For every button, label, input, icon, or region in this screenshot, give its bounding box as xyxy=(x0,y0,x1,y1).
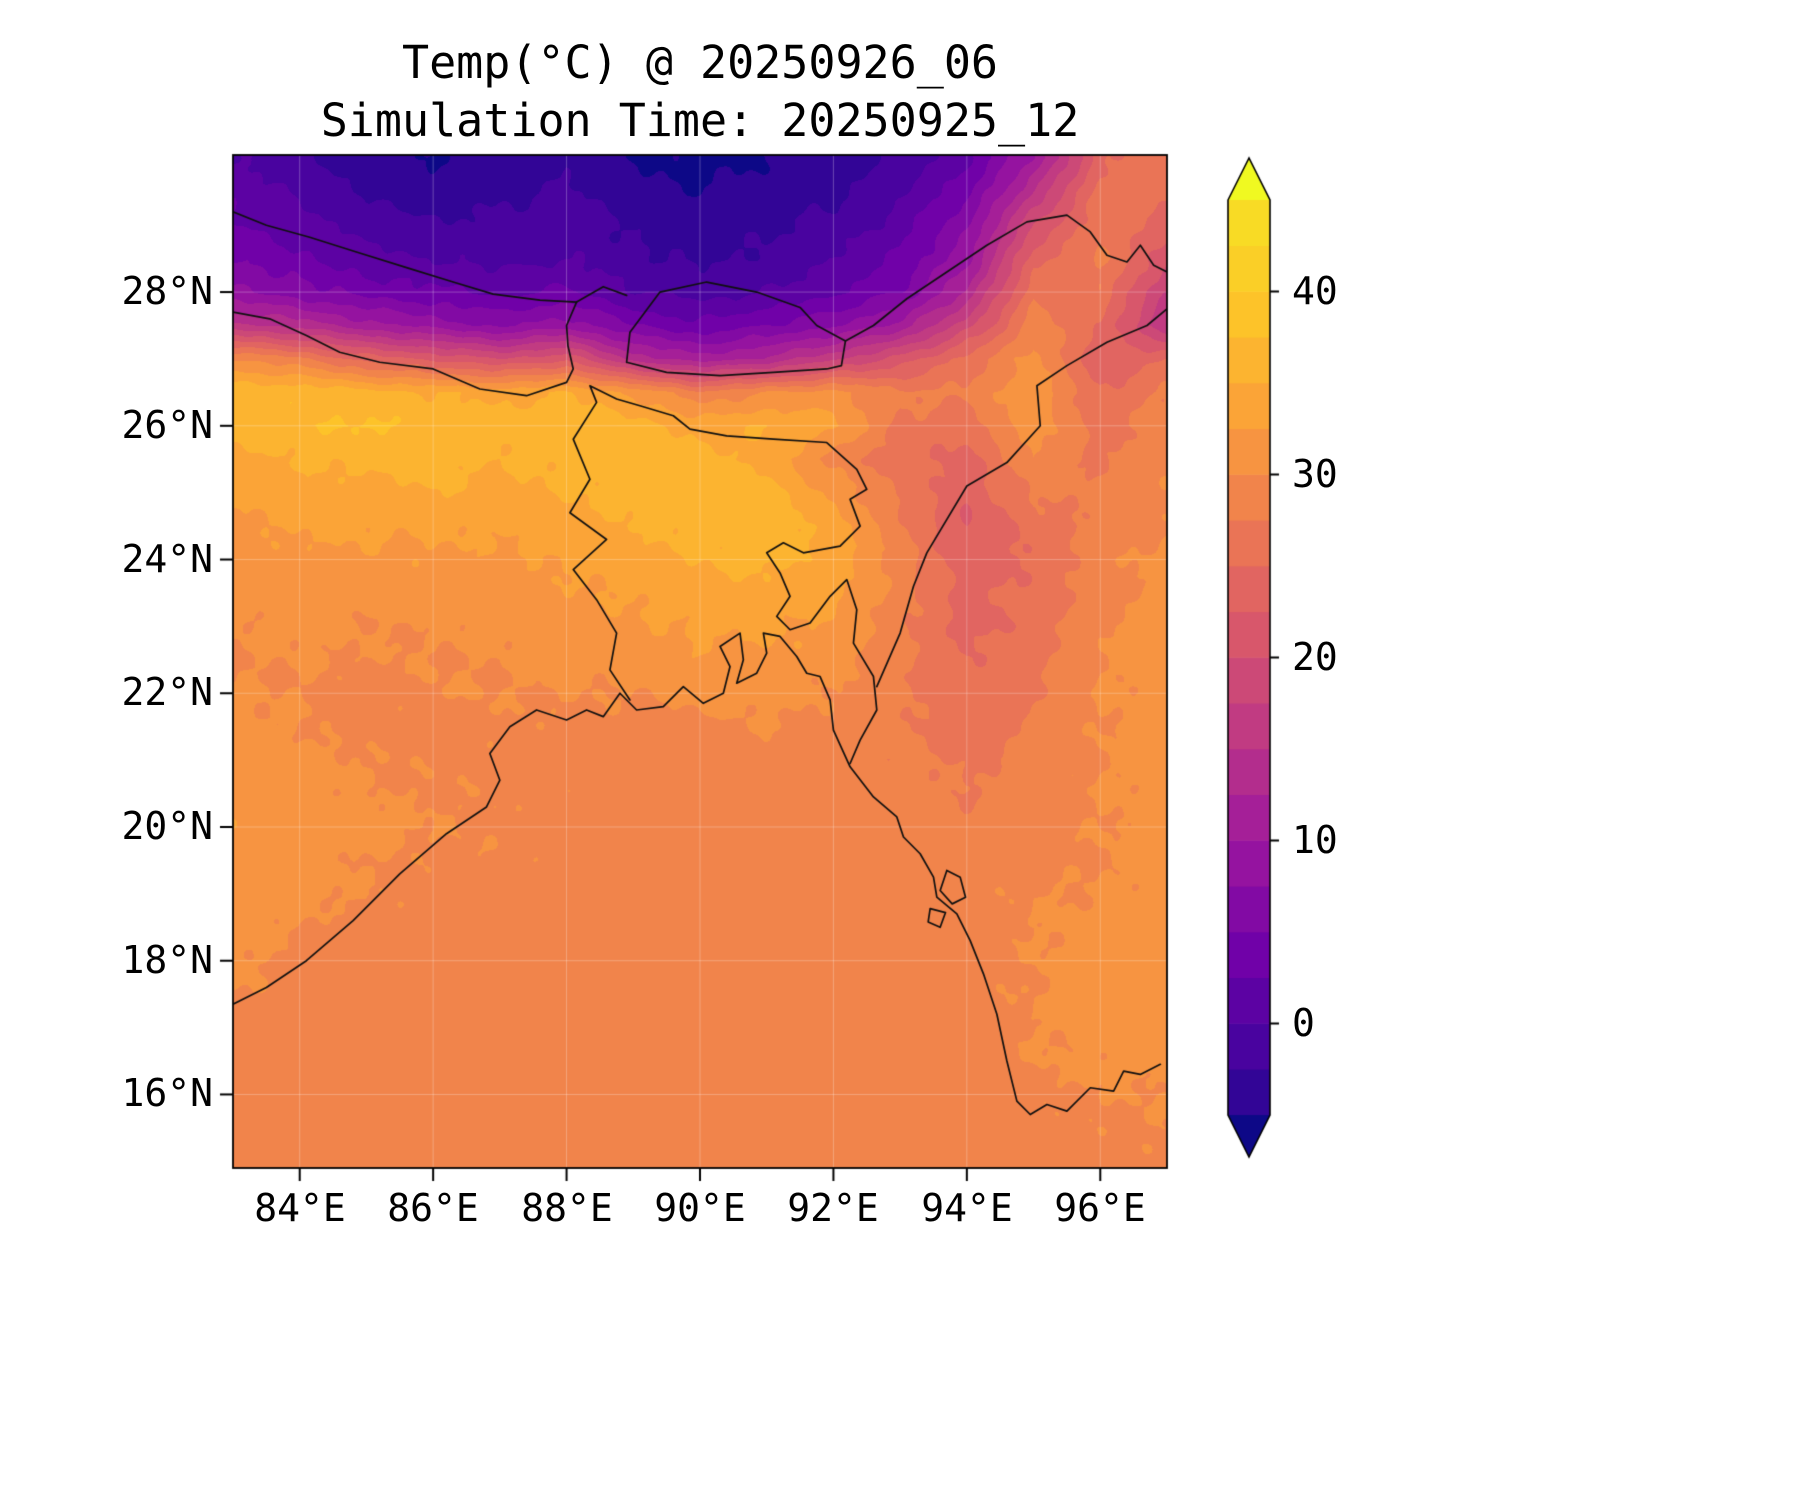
colorbar-tick-label: 0 xyxy=(1292,1001,1315,1045)
y-tick-label: 16°N xyxy=(121,1071,213,1116)
x-tick-label: 90°E xyxy=(654,1186,746,1230)
colorbar-tick-label: 40 xyxy=(1292,269,1338,313)
y-tick-label: 18°N xyxy=(121,938,213,983)
y-tick-label: 22°N xyxy=(121,670,213,715)
colorbar-tick-label: 10 xyxy=(1292,818,1338,862)
x-tick-label: 94°E xyxy=(921,1186,1013,1230)
colorbar-tick-label: 30 xyxy=(1292,452,1338,496)
y-tick-label: 24°N xyxy=(121,537,213,582)
x-tick-label: 86°E xyxy=(387,1186,479,1230)
x-tick-label: 84°E xyxy=(254,1186,346,1230)
x-tick-label: 88°E xyxy=(521,1186,613,1230)
y-tick-label: 20°N xyxy=(121,804,213,849)
colorbar-tick-label: 20 xyxy=(1292,635,1338,679)
y-tick-label: 28°N xyxy=(121,269,213,314)
y-tick-label: 26°N xyxy=(121,403,213,448)
title-line-2: Simulation Time: 20250925_12 xyxy=(320,93,1080,147)
x-tick-label: 96°E xyxy=(1054,1186,1146,1230)
title-line-1: Temp(°C) @ 20250926_06 xyxy=(401,36,999,89)
x-tick-label: 92°E xyxy=(787,1186,879,1230)
plot-title: Temp(°C) @ 20250926_06 Simulation Time: … xyxy=(321,34,1080,149)
